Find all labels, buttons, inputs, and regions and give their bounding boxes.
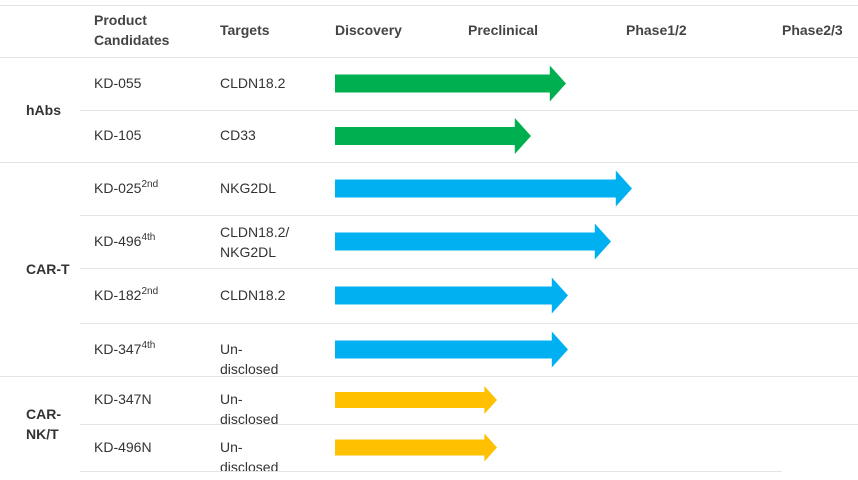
targets: CLDN18.2: [220, 74, 286, 91]
group-label: hAbs: [26, 101, 61, 118]
progress-arrow: [335, 170, 632, 207]
group-line: [0, 376, 858, 377]
group-line: [80, 471, 782, 472]
targets: NKG2DL: [220, 179, 277, 196]
progress-arrow: [335, 118, 531, 154]
header-stage: Preclinical: [468, 22, 539, 38]
product: KD-496: [94, 232, 142, 249]
header-targets: Targets: [220, 22, 270, 38]
generation: 4th: [141, 339, 156, 351]
header-stage: Phase1/2: [626, 22, 687, 38]
group-label: CAR-NK/T: [26, 405, 61, 442]
row-line: [80, 424, 858, 425]
group-label: CAR-T: [26, 261, 70, 277]
progress-arrow: [335, 277, 568, 314]
product: KD-025: [94, 179, 142, 196]
product-name: KD-105: [94, 125, 141, 145]
row-line: [80, 110, 858, 111]
targets: CLDN18.2: [220, 286, 286, 303]
progress-arrow: [335, 223, 611, 260]
targets: CLDN18.2/ NKG2DL: [220, 223, 290, 260]
row-line: [80, 268, 858, 269]
progress-arrow: [335, 386, 497, 414]
row-line: [80, 215, 858, 216]
product-name: KD-347N: [94, 389, 152, 409]
product-name: KD-0252nd: [94, 178, 158, 198]
progress-arrow: [335, 331, 568, 368]
product-name: KD-055: [94, 73, 141, 93]
product-name: KD-496N: [94, 437, 152, 457]
product: KD-347N: [94, 391, 152, 407]
generation: 4th: [141, 231, 156, 243]
header-stage: Phase2/3: [782, 22, 843, 38]
product: KD-105: [94, 127, 142, 143]
product: KD-496N: [94, 438, 152, 455]
header-product: Product Candidates: [94, 12, 170, 48]
progress-arrow: [335, 433, 497, 462]
top-border: [0, 5, 858, 6]
header-line: [0, 57, 858, 58]
product-name: KD-3474th: [94, 339, 155, 359]
generation: 2nd: [141, 178, 159, 190]
progress-arrow: [335, 65, 566, 102]
row-line: [80, 323, 858, 324]
product-name: KD-4964th: [94, 231, 155, 251]
product: KD-347: [94, 340, 142, 357]
product-name: KD-1822nd: [94, 285, 158, 305]
product: KD-182: [94, 286, 142, 303]
group-line: [0, 162, 858, 163]
targets: CD33: [220, 127, 256, 143]
generation: 2nd: [141, 285, 159, 297]
header-stage: Discovery: [335, 22, 402, 38]
targets: Un-disclosed: [220, 340, 279, 377]
targets: Un-disclosed: [220, 438, 279, 475]
product: KD-055: [94, 74, 142, 91]
targets: Un-disclosed: [220, 391, 279, 427]
